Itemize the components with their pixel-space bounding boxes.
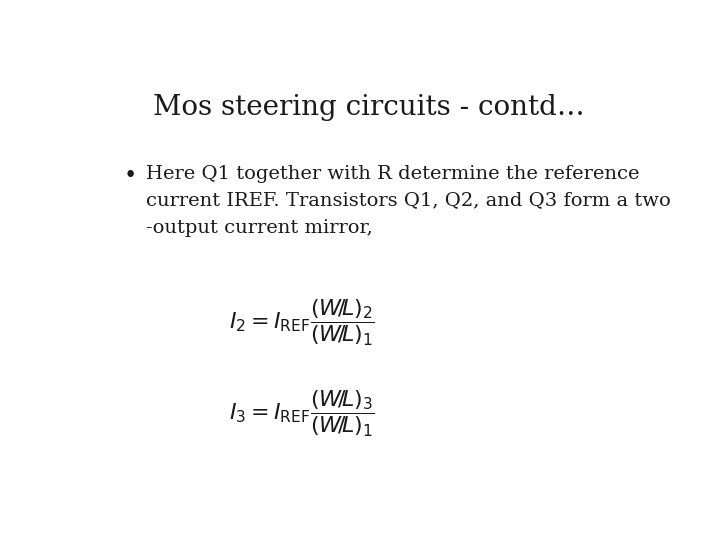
Text: $I_3 = I_{\rm REF}\dfrac{(W\!/\!L)_3}{(W\!/\!L)_1}$: $I_3 = I_{\rm REF}\dfrac{(W\!/\!L)_3}{(W… [229, 389, 375, 439]
Text: Mos steering circuits - contd…: Mos steering circuits - contd… [153, 94, 585, 121]
Text: -output current mirror,: -output current mirror, [145, 219, 372, 237]
Text: $I_2 = I_{\rm REF}\dfrac{(W\!/\!L)_2}{(W\!/\!L)_1}$: $I_2 = I_{\rm REF}\dfrac{(W\!/\!L)_2}{(W… [229, 298, 375, 348]
Text: •: • [124, 165, 137, 187]
Text: Here Q1 together with R determine the reference: Here Q1 together with R determine the re… [145, 165, 639, 183]
Text: current IREF. Transistors Q1, Q2, and Q3 form a two: current IREF. Transistors Q1, Q2, and Q3… [145, 192, 670, 210]
